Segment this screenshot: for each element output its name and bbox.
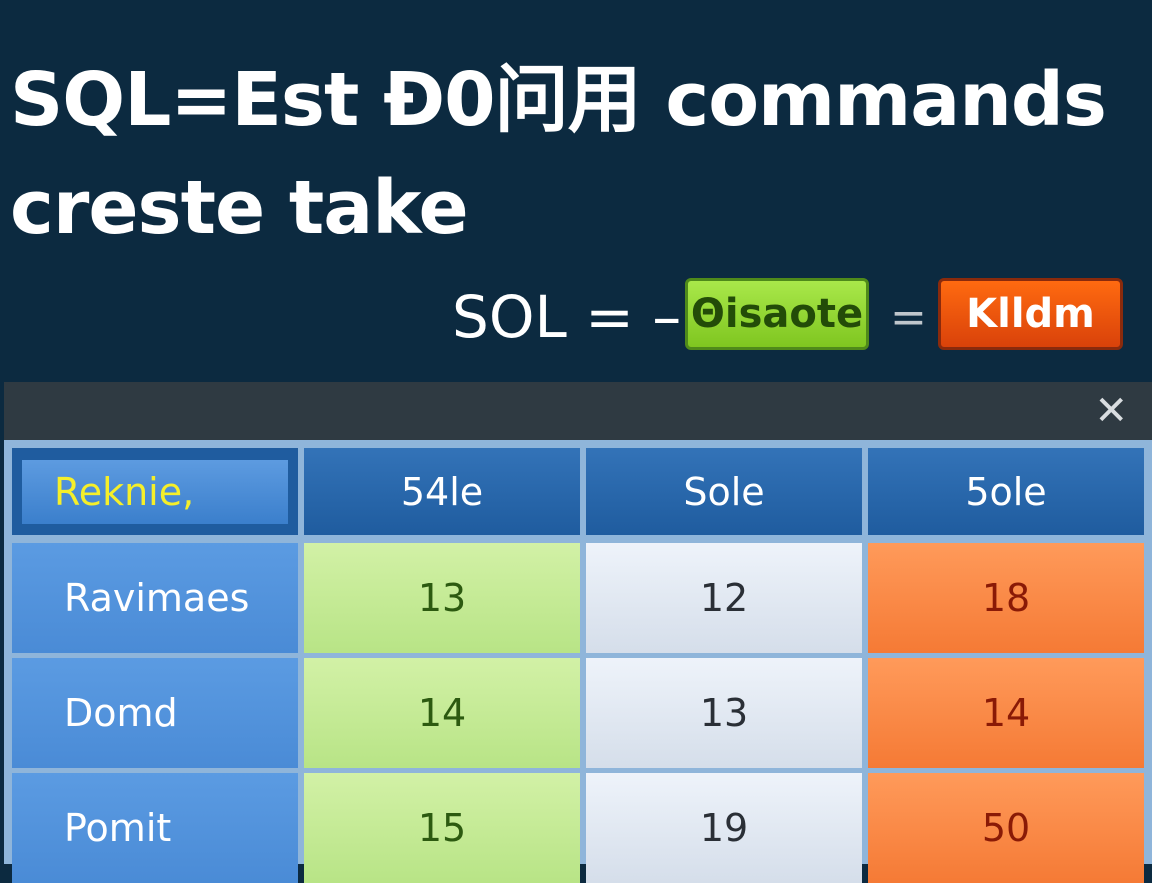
column-header[interactable]: 5ole <box>868 448 1144 535</box>
table-cell[interactable]: 12 <box>586 543 862 653</box>
column-header-label: Reknie, <box>22 459 288 524</box>
equation-label: SOL = – <box>452 283 682 351</box>
page-title-line1: SQL=Est Ð0问用 commands <box>10 57 1107 143</box>
table-cell[interactable]: 14 <box>868 658 1144 768</box>
green-button[interactable]: Θisaote <box>685 278 869 350</box>
row-label: Ravimaes <box>12 543 298 653</box>
table-panel: ✕ Reknie, 54le Sole 5ole Ravimaes 13 12 18 Domd 1… <box>4 382 1152 883</box>
equals-separator: = <box>890 292 927 343</box>
row-label: Pomit <box>12 773 298 883</box>
table-cell[interactable]: 14 <box>304 658 580 768</box>
table-cell[interactable]: 13 <box>304 543 580 653</box>
close-icon[interactable]: ✕ <box>1094 388 1128 434</box>
column-header[interactable]: 54le <box>304 448 580 535</box>
column-header[interactable]: Sole <box>586 448 862 535</box>
column-header[interactable]: Reknie, <box>12 448 298 535</box>
red-button[interactable]: Klldm <box>938 278 1123 350</box>
table-cell[interactable]: 13 <box>586 658 862 768</box>
page-title-line2: creste take <box>10 165 469 251</box>
table-cell[interactable]: 15 <box>304 773 580 883</box>
row-label: Domd <box>12 658 298 768</box>
table-cell[interactable]: 18 <box>868 543 1144 653</box>
table-cell[interactable]: 19 <box>586 773 862 883</box>
column-header-label: 5ole <box>965 469 1047 514</box>
column-header-label: 54le <box>400 469 484 514</box>
table-cell[interactable]: 50 <box>868 773 1144 883</box>
panel-header: ✕ <box>4 382 1152 440</box>
column-header-label: Sole <box>683 469 765 514</box>
